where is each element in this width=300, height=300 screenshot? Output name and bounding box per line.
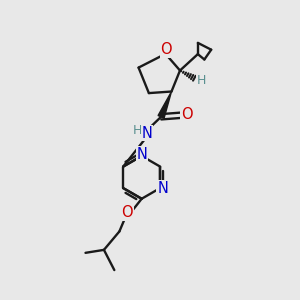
Text: N: N (137, 147, 148, 162)
Text: N: N (141, 126, 152, 141)
Text: O: O (181, 107, 193, 122)
Polygon shape (158, 92, 172, 118)
Text: N: N (157, 181, 168, 196)
Text: O: O (122, 205, 133, 220)
Text: H: H (197, 74, 206, 87)
Text: O: O (160, 42, 172, 57)
Text: H: H (133, 124, 142, 137)
